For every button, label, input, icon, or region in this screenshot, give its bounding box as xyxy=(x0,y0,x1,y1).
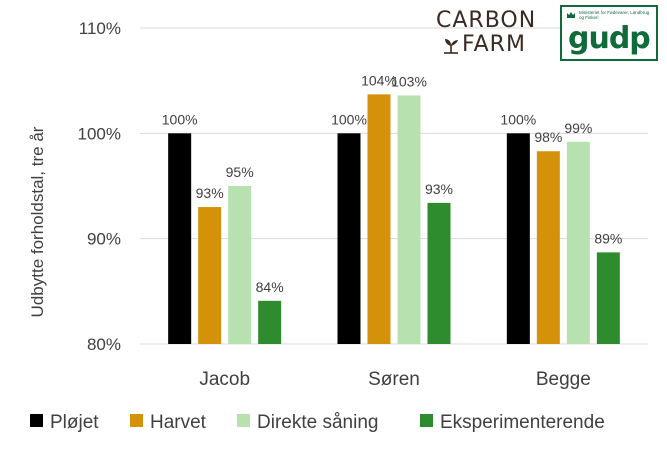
bar-begge-1 xyxy=(536,151,560,344)
data-label: 103% xyxy=(391,73,427,89)
bar-sren-2 xyxy=(397,95,421,344)
legend-swatch xyxy=(30,414,43,427)
data-labels: 100%93%95%84%100%104%103%93%100%98%99%89… xyxy=(162,72,623,294)
data-label: 84% xyxy=(256,279,284,295)
data-label: 93% xyxy=(196,185,224,201)
y-tick-label: 80% xyxy=(87,335,121,354)
bar-jacob-0 xyxy=(168,133,192,344)
gudp-wordmark: gudp xyxy=(568,21,651,56)
carbon-logo-line2: FARM xyxy=(462,32,526,57)
carbon-logo-line1: CARBON xyxy=(436,8,537,33)
data-label: 89% xyxy=(594,230,622,246)
bar-jacob-3 xyxy=(258,300,282,344)
data-label: 100% xyxy=(500,111,536,127)
carbon-farm-logo: CARBON FARM xyxy=(436,8,537,57)
data-label: 104% xyxy=(361,72,397,88)
legend: Pløjet Harvet Direkte såning Eksperimentere… xyxy=(30,412,605,433)
data-label: 100% xyxy=(162,111,198,127)
bar-sren-3 xyxy=(427,202,451,344)
y-tick-label: 100% xyxy=(78,124,121,143)
sprout-icon xyxy=(444,39,458,54)
data-label: 98% xyxy=(534,129,562,145)
gudp-logo: Ministeriet for Fødevarer, Landbrug og F… xyxy=(560,5,658,61)
bar-jacob-2 xyxy=(228,186,252,344)
legend-swatch xyxy=(237,414,250,427)
legend-label: Eksperimenterende xyxy=(440,412,605,433)
y-tick-label: 110% xyxy=(79,19,121,38)
x-axis-ticks: Jacob Søren Begge xyxy=(199,369,590,390)
x-tick-label: Begge xyxy=(536,369,591,390)
legend-swatch xyxy=(130,414,143,427)
gudp-subtitle: Ministeriet for Fødevarer, Landbrug og F… xyxy=(579,10,650,20)
data-label: 93% xyxy=(425,181,453,197)
y-tick-label: 90% xyxy=(87,230,121,249)
bar-begge-0 xyxy=(506,133,530,344)
y-axis-ticks: 80% 90% 100% 110% xyxy=(78,19,121,354)
x-tick-label: Søren xyxy=(368,369,420,390)
bar-begge-2 xyxy=(566,141,590,344)
legend-label: Harvet xyxy=(150,412,207,433)
bar-begge-3 xyxy=(596,252,620,344)
legend-swatch xyxy=(420,414,433,427)
data-label: 99% xyxy=(564,120,592,136)
bar-jacob-1 xyxy=(198,207,222,344)
bar-sren-0 xyxy=(337,133,361,344)
bars xyxy=(168,94,620,344)
legend-label: Pløjet xyxy=(50,412,99,433)
legend-label: Direkte såning xyxy=(257,412,378,433)
crown-icon xyxy=(567,12,575,18)
bar-sren-1 xyxy=(367,94,391,344)
data-label: 95% xyxy=(226,164,254,180)
data-label: 100% xyxy=(331,111,367,127)
y-axis-label: Udbytte forholdstal, tre år xyxy=(28,126,47,317)
x-tick-label: Jacob xyxy=(199,369,250,390)
